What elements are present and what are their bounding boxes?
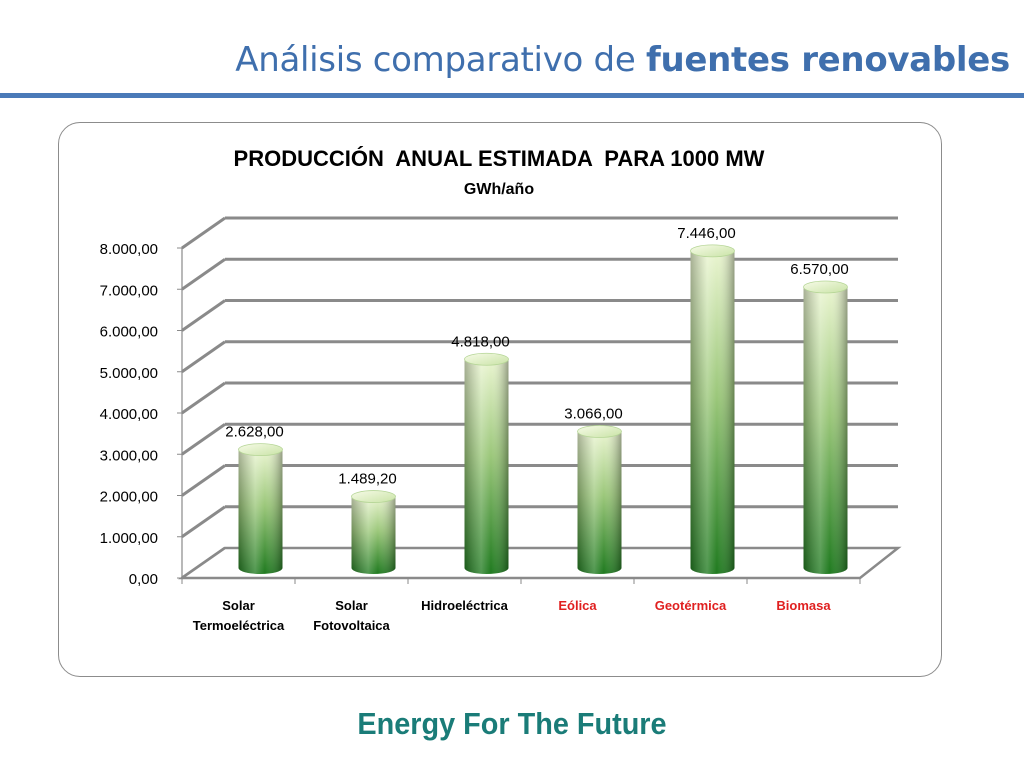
bar-value-label: 4.818,00 xyxy=(451,333,509,350)
y-tick-label: 4.000,00 xyxy=(100,406,158,423)
chart-floor xyxy=(178,546,902,580)
bar-value-label: 7.446,00 xyxy=(677,225,735,242)
bar-shading xyxy=(238,449,283,574)
bar xyxy=(351,490,396,574)
x-category-label: Biomasa xyxy=(776,598,831,613)
x-category-label: Solar xyxy=(335,598,368,613)
bar-cap xyxy=(464,352,509,366)
y-tick-label: 7.000,00 xyxy=(100,282,158,299)
bar-value-label: 3.066,00 xyxy=(564,406,622,423)
y-tick-label: 2.000,00 xyxy=(100,489,158,506)
grid-side-line xyxy=(181,381,226,415)
footer-slogan: Energy For The Future xyxy=(357,706,667,741)
x-category-label: Hidroeléctrica xyxy=(421,598,508,613)
slide-title-bold: fuentes renovables xyxy=(645,40,1010,80)
slide-title-regular: Análisis comparativo de xyxy=(235,40,646,80)
bar-value-label: 6.570,00 xyxy=(790,261,848,278)
bar-cap xyxy=(238,443,283,456)
y-tick-label: 6.000,00 xyxy=(100,324,158,341)
x-category-label: Geotérmica xyxy=(655,598,727,613)
bar-shading xyxy=(351,496,396,574)
grid-side-line xyxy=(181,216,226,250)
bar-shading xyxy=(690,250,735,575)
slide-title: Análisis comparativo de fuentes renovabl… xyxy=(235,40,1010,80)
bar xyxy=(690,244,735,575)
grid-side-line xyxy=(181,423,226,456)
bar-value-label: 1.489,20 xyxy=(338,471,396,488)
grid-side-line xyxy=(181,464,226,497)
chart-title: PRODUCCIÓN ANUAL ESTIMADA PARA 1000 MW xyxy=(234,146,765,171)
y-tick-label: 5.000,00 xyxy=(100,365,158,382)
bar-cap xyxy=(690,244,735,258)
bar-shading xyxy=(577,431,622,574)
y-tick-label: 8.000,00 xyxy=(100,241,158,258)
x-category-label: Solar xyxy=(222,598,255,613)
bar xyxy=(577,425,622,574)
x-category-label: Eólica xyxy=(558,598,597,613)
bar-cap xyxy=(577,425,622,438)
bar-cap xyxy=(351,490,396,503)
bar-value-label: 2.628,00 xyxy=(225,424,283,441)
bar-shading xyxy=(803,286,848,574)
title-divider xyxy=(0,93,1024,98)
bar xyxy=(238,443,283,574)
bar xyxy=(803,280,848,574)
grid-side-line xyxy=(181,340,226,373)
y-tick-label: 0,00 xyxy=(129,571,158,588)
y-tick-label: 1.000,00 xyxy=(100,530,158,547)
y-tick-label: 3.000,00 xyxy=(100,447,158,464)
grid-side-line xyxy=(181,258,226,291)
chart-subtitle: GWh/año xyxy=(464,181,534,198)
bar-cap xyxy=(803,280,848,294)
labels-layer: 0,00 1.000,00 2.000,00 3.000,00 4.000,00 5.00… xyxy=(100,225,849,633)
x-category-label: Fotovoltaica xyxy=(313,618,390,633)
grid-side-line xyxy=(181,299,226,332)
bar xyxy=(464,352,509,574)
bar-shading xyxy=(464,359,509,574)
bars-layer xyxy=(238,244,848,575)
x-category-label: Termoeléctrica xyxy=(193,618,285,633)
grid-side-line xyxy=(181,505,226,538)
